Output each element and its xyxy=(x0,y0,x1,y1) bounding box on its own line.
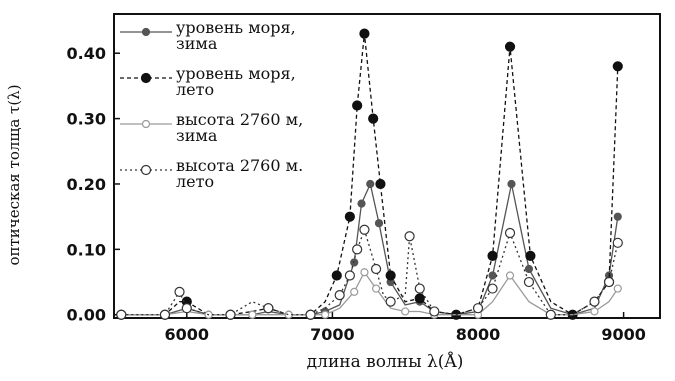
data-point xyxy=(414,293,425,304)
data-point xyxy=(344,211,355,222)
data-point xyxy=(359,28,370,39)
data-point xyxy=(487,283,498,294)
data-point xyxy=(590,307,599,316)
x-tick-label: 6000 xyxy=(165,325,210,344)
legend-symbol xyxy=(120,119,172,129)
data-point xyxy=(589,296,600,307)
legend-label: уровень моря, зима xyxy=(176,18,296,53)
data-point xyxy=(181,303,192,314)
data-point xyxy=(487,250,498,261)
y-tick-label: 0.00 xyxy=(67,306,106,325)
data-point xyxy=(305,309,316,320)
series-layer xyxy=(116,28,623,320)
plot-frame xyxy=(113,13,661,319)
data-point xyxy=(344,270,355,281)
data-point xyxy=(429,306,440,317)
data-point xyxy=(612,61,623,72)
data-point xyxy=(385,296,396,307)
series-line xyxy=(121,227,619,316)
data-point xyxy=(159,309,171,320)
data-point xyxy=(472,303,484,314)
data-point xyxy=(545,309,556,320)
y-tick-label: 0.40 xyxy=(67,44,106,63)
data-point xyxy=(507,179,516,189)
data-point xyxy=(603,276,615,288)
data-point xyxy=(371,284,381,293)
data-point xyxy=(334,290,345,301)
data-point xyxy=(370,263,382,275)
data-point xyxy=(284,310,293,319)
data-point xyxy=(613,212,622,221)
data-point xyxy=(375,178,386,190)
x-axis: 6000 7000 8000 9000 xyxy=(165,312,646,344)
data-point xyxy=(525,250,536,261)
legend-label: высота 2760 м. лето xyxy=(176,156,304,191)
data-point xyxy=(385,270,396,281)
data-point xyxy=(359,224,370,235)
y-axis: 0.00 0.10 0.20 0.30 0.40 xyxy=(67,44,120,325)
legend: уровень моря, зима уровень моря, лето вы… xyxy=(120,20,360,204)
data-point xyxy=(366,179,375,189)
legend-label: уровень моря, лето xyxy=(176,64,296,99)
legend-item-sea-summer: уровень моря, лето xyxy=(120,66,360,112)
series-3 xyxy=(116,224,623,320)
data-point xyxy=(350,258,359,267)
data-point xyxy=(504,227,516,239)
legend-item-altitude-winter: высота 2760 м, зима xyxy=(120,112,360,158)
data-point xyxy=(248,310,257,319)
data-point xyxy=(414,283,425,294)
data-point xyxy=(368,113,379,124)
data-point xyxy=(116,309,127,320)
y-axis-label: оптическая толща τ(λ) xyxy=(5,84,23,266)
data-point xyxy=(352,244,363,255)
x-tick-label: 9000 xyxy=(601,325,646,344)
data-point xyxy=(331,270,342,281)
y-tick-label: 0.30 xyxy=(67,110,106,129)
data-point xyxy=(225,309,236,320)
data-point xyxy=(404,231,415,242)
data-point xyxy=(524,264,534,274)
data-point xyxy=(523,276,535,288)
data-point xyxy=(357,199,366,208)
data-point xyxy=(174,286,185,297)
data-point xyxy=(504,41,516,52)
data-point xyxy=(612,237,623,248)
x-axis-label: длина волны λ(Å) xyxy=(306,352,464,372)
data-point xyxy=(505,271,515,280)
x-tick-label: 7000 xyxy=(310,325,355,344)
legend-item-sea-winter: уровень моря, зима xyxy=(120,20,360,66)
x-tick-label: 8000 xyxy=(456,325,501,344)
legend-label: высота 2760 м, зима xyxy=(176,110,304,145)
y-tick-label: 0.10 xyxy=(67,240,106,259)
data-point xyxy=(352,100,363,111)
data-point xyxy=(321,310,330,319)
y-tick-label: 0.20 xyxy=(67,175,106,194)
data-point xyxy=(350,287,359,296)
data-point xyxy=(613,284,622,293)
data-point xyxy=(360,268,369,277)
legend-symbol xyxy=(120,164,172,176)
data-point xyxy=(488,271,497,280)
data-point xyxy=(401,307,410,316)
y-axis-label-wrap: оптическая толща τ(λ) xyxy=(0,30,28,320)
data-point xyxy=(263,303,274,314)
legend-symbol xyxy=(120,27,172,37)
data-point xyxy=(374,219,384,228)
data-point xyxy=(141,27,151,37)
legend-symbol xyxy=(120,72,172,84)
legend-item-altitude-summer: высота 2760 м. лето xyxy=(120,158,360,204)
data-point xyxy=(140,72,152,84)
data-point xyxy=(141,119,151,129)
data-point xyxy=(140,164,152,176)
